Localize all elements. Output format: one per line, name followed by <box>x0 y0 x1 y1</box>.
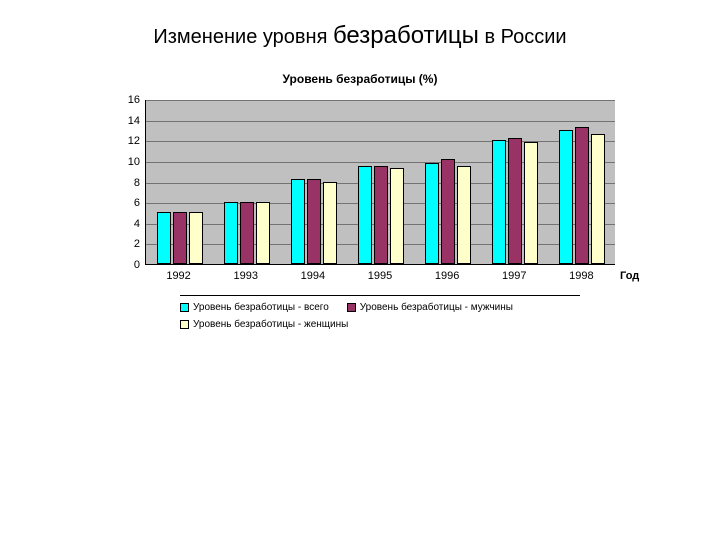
legend-swatch <box>347 303 356 312</box>
title-pre: Изменение уровня <box>153 26 333 48</box>
chart-subtitle: Уровень безработицы (%) <box>0 72 720 86</box>
plot-area <box>145 100 615 265</box>
bars-layer <box>146 100 615 264</box>
bar <box>173 212 187 264</box>
x-tick-label: 1996 <box>435 270 459 282</box>
legend-item: Уровень безработицы - мужчины <box>347 302 513 313</box>
bar <box>524 142 538 264</box>
bar <box>425 163 439 264</box>
x-tick-label: 1992 <box>166 270 190 282</box>
x-axis-labels: 1992 1993 1994 1995 1996 1997 1998 <box>145 270 615 290</box>
bar <box>575 127 589 264</box>
legend-label: Уровень безработицы - мужчины <box>360 302 513 313</box>
legend-swatch <box>180 320 189 329</box>
bar-group <box>425 100 471 264</box>
bar <box>358 166 372 264</box>
y-axis-labels: 0246810121416 <box>110 100 140 265</box>
y-tick-label: 0 <box>110 259 140 271</box>
y-tick-label: 14 <box>110 115 140 127</box>
bar <box>157 212 171 264</box>
legend-swatch <box>180 303 189 312</box>
y-tick-label: 8 <box>110 177 140 189</box>
bar <box>457 166 471 264</box>
bar <box>307 179 321 264</box>
y-tick-label: 6 <box>110 197 140 209</box>
bar-group <box>291 100 337 264</box>
bar <box>374 166 388 264</box>
bar <box>441 159 455 264</box>
page: Изменение уровня безработицы в России Ур… <box>0 0 720 540</box>
bar <box>492 140 506 264</box>
bar <box>189 212 203 264</box>
bar <box>390 168 404 264</box>
bar-group <box>358 100 404 264</box>
x-tick-label: 1994 <box>301 270 325 282</box>
title-post: в России <box>479 26 567 48</box>
x-tick-label: 1993 <box>233 270 257 282</box>
legend-item: Уровень безработицы - женщины <box>180 319 348 330</box>
legend-label: Уровень безработицы - женщины <box>193 319 348 330</box>
bar <box>508 138 522 264</box>
y-tick-label: 10 <box>110 156 140 168</box>
x-tick-label: 1995 <box>368 270 392 282</box>
bar <box>240 202 254 264</box>
title-emphasis: безработицы <box>333 22 479 49</box>
page-title: Изменение уровня безработицы в России <box>0 22 720 50</box>
x-axis-title: Год <box>620 270 639 282</box>
bar <box>559 130 573 264</box>
bar-group <box>559 100 605 264</box>
bar-group <box>224 100 270 264</box>
y-tick-label: 12 <box>110 135 140 147</box>
bar <box>256 202 270 264</box>
y-tick-label: 4 <box>110 218 140 230</box>
bar <box>591 134 605 264</box>
y-tick-label: 16 <box>110 94 140 106</box>
legend-label: Уровень безработицы - всего <box>193 302 329 313</box>
legend: Уровень безработицы - всего Уровень безра… <box>180 295 580 330</box>
x-tick-label: 1997 <box>502 270 526 282</box>
bar <box>291 179 305 264</box>
legend-item: Уровень безработицы - всего <box>180 302 329 313</box>
x-tick-label: 1998 <box>569 270 593 282</box>
bar <box>224 202 238 264</box>
bar <box>323 182 337 265</box>
bar-group <box>157 100 203 264</box>
y-tick-label: 2 <box>110 238 140 250</box>
legend-row: Уровень безработицы - всего Уровень безра… <box>180 302 580 330</box>
bar-group <box>492 100 538 264</box>
